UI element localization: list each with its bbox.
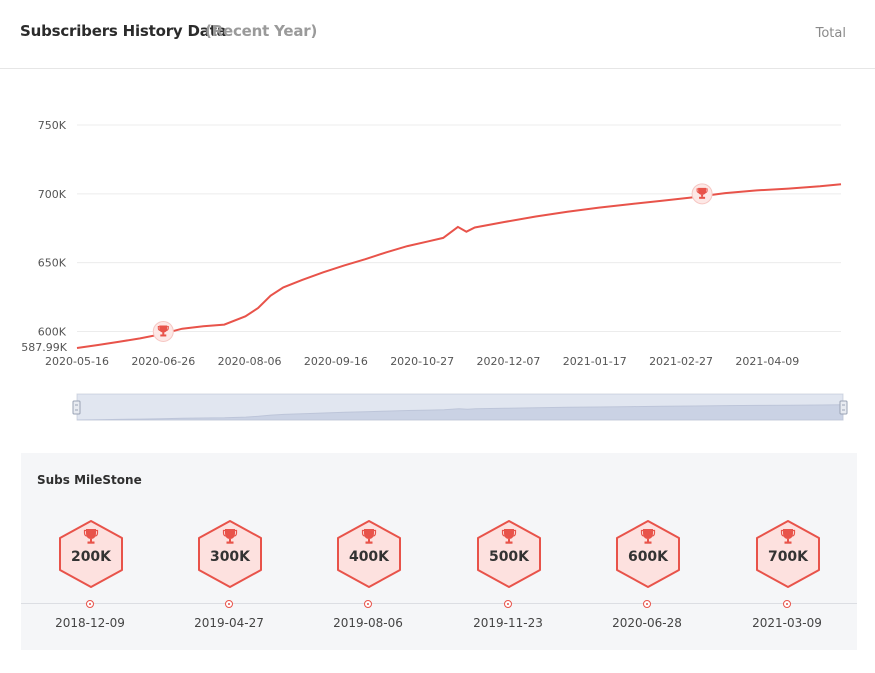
trophy-marker[interactable] xyxy=(691,183,713,205)
chart-title: Subscribers History Data xyxy=(20,22,227,40)
milestone-dot xyxy=(364,600,372,608)
header: Subscribers History Data (Recent Year) T… xyxy=(0,0,875,69)
trophy-icon xyxy=(222,529,238,544)
milestone-item: 600K 2020-06-28 xyxy=(578,453,718,650)
y-tick-label: 750K xyxy=(38,119,67,132)
milestone-dot xyxy=(225,600,233,608)
data-zoom-slider[interactable] xyxy=(72,393,848,421)
trophy-icon xyxy=(640,529,656,544)
milestone-dot xyxy=(783,600,791,608)
y-tick-label: 587.99K xyxy=(21,341,67,354)
y-tick-label: 650K xyxy=(38,257,67,270)
x-tick-label: 2021-04-09 xyxy=(735,355,799,368)
x-tick-label: 2020-05-16 xyxy=(45,355,109,368)
subs-milestone-panel: Subs MileStone 200K 2018-12-09 300K 2019-04… xyxy=(21,453,857,650)
milestone-value: 400K xyxy=(348,549,390,565)
milestone-badge: 500K xyxy=(475,519,543,589)
milestone-date: 2019-04-27 xyxy=(194,616,264,630)
milestone-badge: 200K xyxy=(57,519,125,589)
x-axis-labels: 2020-05-16 2020-06-26 2020-08-06 2020-09-16… xyxy=(45,355,799,368)
milestone-timeline xyxy=(21,603,857,604)
trophy-icon xyxy=(696,187,708,199)
trophy-icon xyxy=(157,325,169,337)
x-tick-label: 2020-10-27 xyxy=(390,355,454,368)
milestone-badge: 700K xyxy=(754,519,822,589)
milestone-date: 2020-06-28 xyxy=(612,616,682,630)
milestone-badge: 400K xyxy=(335,519,403,589)
trophy-icon xyxy=(83,529,99,544)
x-tick-label: 2021-01-17 xyxy=(563,355,627,368)
total-tab[interactable]: Total xyxy=(815,26,846,41)
trophy-marker[interactable] xyxy=(152,320,174,342)
milestone-title: Subs MileStone xyxy=(37,473,142,487)
y-tick-label: 700K xyxy=(38,188,67,201)
x-tick-label: 2020-06-26 xyxy=(131,355,195,368)
milestone-dot xyxy=(504,600,512,608)
slider-handle-left[interactable] xyxy=(72,400,81,415)
y-tick-label: 600K xyxy=(38,325,67,338)
milestone-item: 700K 2021-03-09 xyxy=(718,453,858,650)
milestone-value: 600K xyxy=(627,549,669,565)
series-line xyxy=(76,183,842,349)
milestone-date: 2018-12-09 xyxy=(55,616,125,630)
x-tick-label: 2020-08-06 xyxy=(218,355,282,368)
y-axis-labels: 750K 700K 650K 600K 587.99K xyxy=(21,119,67,354)
milestone-date: 2019-11-23 xyxy=(473,616,543,630)
milestone-item: 300K 2019-04-27 xyxy=(160,453,300,650)
milestone-markers xyxy=(152,183,713,342)
milestone-badge: 300K xyxy=(196,519,264,589)
milestone-item: 400K 2019-08-06 xyxy=(299,453,439,650)
trophy-icon xyxy=(780,529,796,544)
slider-handle-right[interactable] xyxy=(839,400,848,415)
milestone-item: 200K 2018-12-09 xyxy=(21,453,161,650)
x-tick-label: 2020-12-07 xyxy=(476,355,540,368)
milestone-value: 200K xyxy=(70,549,112,565)
milestone-date: 2019-08-06 xyxy=(333,616,403,630)
milestone-dot xyxy=(86,600,94,608)
slider-preview-area xyxy=(76,404,844,421)
trophy-icon xyxy=(361,529,377,544)
milestone-value: 700K xyxy=(767,549,809,565)
milestone-badge: 600K xyxy=(614,519,682,589)
trophy-icon xyxy=(501,529,517,544)
slider-selected-range xyxy=(77,394,843,420)
milestone-value: 300K xyxy=(209,549,251,565)
milestone-value: 500K xyxy=(488,549,530,565)
milestone-dot xyxy=(643,600,651,608)
milestone-item: 500K 2019-11-23 xyxy=(439,453,579,650)
x-tick-label: 2021-02-27 xyxy=(649,355,713,368)
chart-subtitle: (Recent Year) xyxy=(205,22,318,40)
x-tick-label: 2020-09-16 xyxy=(304,355,368,368)
milestone-date: 2021-03-09 xyxy=(752,616,822,630)
